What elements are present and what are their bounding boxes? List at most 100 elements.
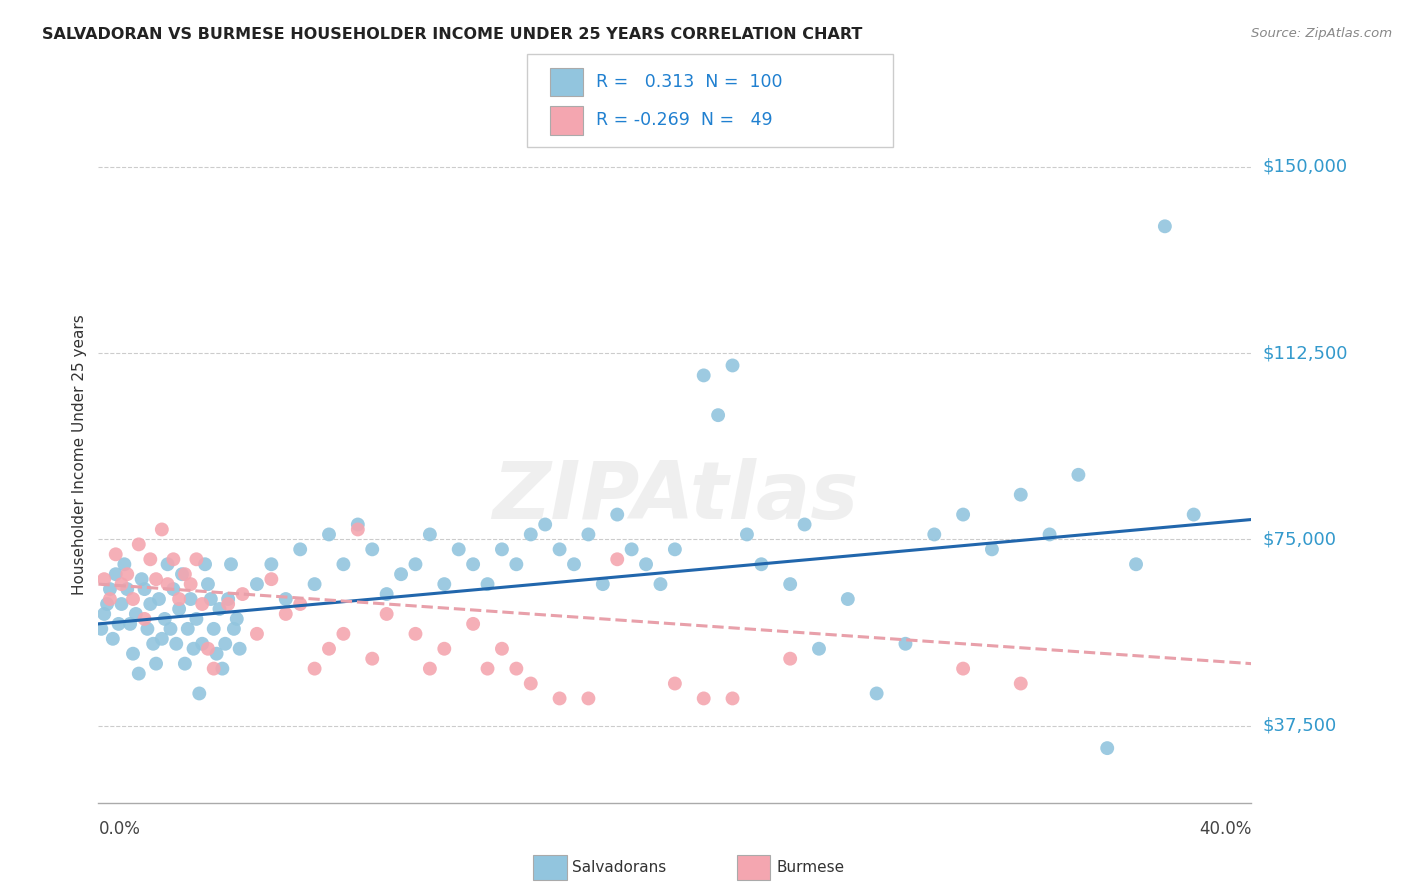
Point <box>592 577 614 591</box>
Point <box>98 582 121 596</box>
Point <box>1097 741 1119 756</box>
Point <box>636 558 658 572</box>
Point <box>211 662 233 676</box>
Point <box>162 582 184 596</box>
Point <box>1182 508 1205 522</box>
Point <box>177 622 200 636</box>
Point <box>98 592 121 607</box>
Point <box>162 552 184 566</box>
Point <box>304 662 326 676</box>
Point <box>477 577 499 591</box>
Text: ZIPAtlas: ZIPAtlas <box>492 458 858 536</box>
Point <box>139 597 162 611</box>
Point <box>534 517 557 532</box>
Point <box>1010 676 1032 690</box>
Point <box>120 616 142 631</box>
Point <box>361 651 384 665</box>
Point <box>304 577 326 591</box>
Point <box>93 572 115 586</box>
Point <box>90 622 112 636</box>
Point <box>208 602 231 616</box>
Point <box>346 523 368 537</box>
Point <box>200 592 222 607</box>
Point <box>779 577 801 591</box>
Point <box>606 508 628 522</box>
Point <box>128 537 150 551</box>
Point <box>122 592 145 607</box>
Point <box>721 691 744 706</box>
Point <box>191 637 214 651</box>
Point <box>260 558 283 572</box>
Point <box>1010 488 1032 502</box>
Text: $150,000: $150,000 <box>1263 158 1347 176</box>
Point <box>548 691 571 706</box>
Point <box>578 527 600 541</box>
Point <box>128 666 150 681</box>
Point <box>167 602 190 616</box>
Text: Source: ZipAtlas.com: Source: ZipAtlas.com <box>1251 27 1392 40</box>
Point <box>491 641 513 656</box>
Point <box>150 523 173 537</box>
Point <box>107 616 129 631</box>
Point <box>952 662 974 676</box>
Point <box>110 597 132 611</box>
Point <box>735 527 758 541</box>
Point <box>505 558 527 572</box>
Point <box>136 622 159 636</box>
Point <box>405 558 427 572</box>
Point <box>186 552 208 566</box>
Point <box>180 592 202 607</box>
Point <box>104 547 127 561</box>
Point <box>837 592 859 607</box>
Point <box>112 558 135 572</box>
Point <box>318 527 340 541</box>
Text: $112,500: $112,500 <box>1263 344 1348 362</box>
Point <box>290 542 312 557</box>
Point <box>620 542 643 557</box>
Point <box>246 577 269 591</box>
Point <box>606 552 628 566</box>
Point <box>477 662 499 676</box>
Point <box>202 622 225 636</box>
Point <box>520 527 543 541</box>
Point <box>156 558 179 572</box>
Point <box>952 508 974 522</box>
Point <box>274 592 297 607</box>
Point <box>332 558 354 572</box>
Point <box>139 552 162 566</box>
Text: R = -0.269  N =   49: R = -0.269 N = 49 <box>596 112 773 129</box>
Point <box>693 691 716 706</box>
Point <box>751 558 773 572</box>
Point <box>170 567 193 582</box>
Point <box>894 637 917 651</box>
Point <box>548 542 571 557</box>
Point <box>332 627 354 641</box>
Point <box>361 542 384 557</box>
Point <box>461 616 484 631</box>
Point <box>125 607 148 621</box>
Point <box>274 607 297 621</box>
Point <box>197 641 219 656</box>
Point <box>405 627 427 641</box>
Point <box>260 572 283 586</box>
Point <box>562 558 585 572</box>
Point <box>219 558 242 572</box>
Point <box>866 686 889 700</box>
Text: R =   0.313  N =  100: R = 0.313 N = 100 <box>596 73 783 91</box>
Point <box>142 637 165 651</box>
Point <box>222 622 245 636</box>
Point <box>134 582 156 596</box>
Point <box>134 612 156 626</box>
Point <box>346 517 368 532</box>
Point <box>1153 219 1175 234</box>
Point <box>246 627 269 641</box>
Point <box>721 359 744 373</box>
Point <box>145 572 167 586</box>
Text: 40.0%: 40.0% <box>1199 821 1251 838</box>
Point <box>174 657 197 671</box>
Point <box>1067 467 1090 482</box>
Point <box>148 592 170 607</box>
Point <box>191 597 214 611</box>
Point <box>491 542 513 557</box>
Point <box>156 577 179 591</box>
